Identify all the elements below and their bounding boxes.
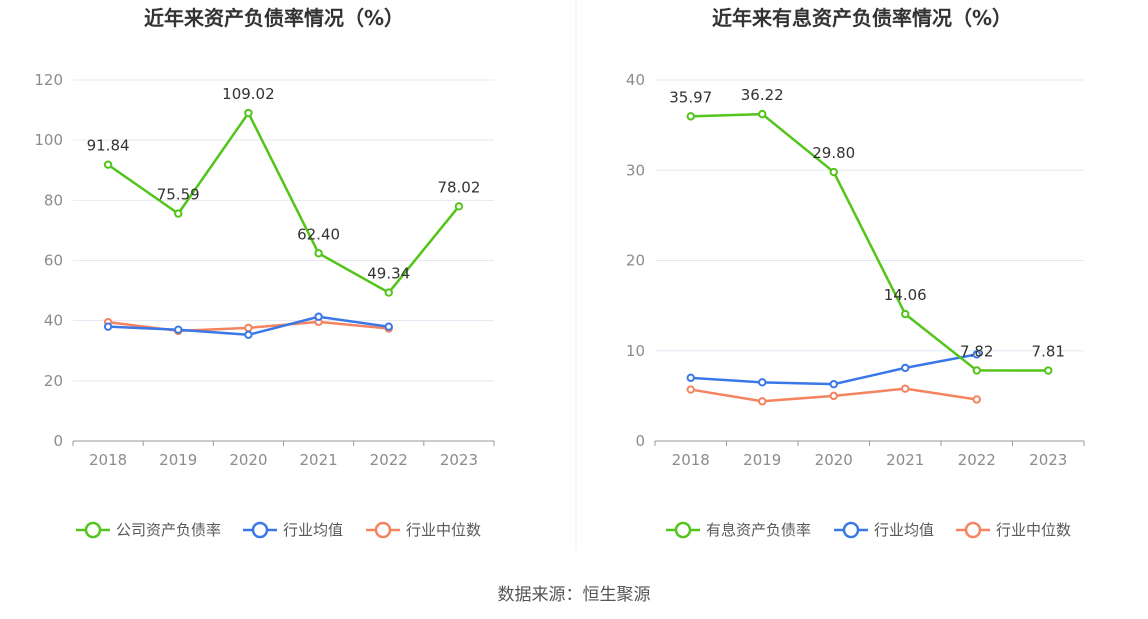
y-tick-label: 40 bbox=[626, 71, 645, 89]
legend-marker bbox=[84, 521, 102, 539]
y-tick-label: 0 bbox=[635, 432, 645, 450]
data-point bbox=[829, 391, 838, 401]
y-tick-label: 20 bbox=[44, 372, 63, 390]
chart-title: 近年来资产负债率情况（%） bbox=[144, 6, 404, 30]
x-tick-label: 2022 bbox=[370, 451, 408, 469]
series-line bbox=[690, 112, 1049, 372]
data-point bbox=[103, 160, 113, 169]
data-point bbox=[244, 108, 253, 118]
legend-label: 行业均值 bbox=[283, 521, 343, 539]
y-tick-label: 20 bbox=[626, 252, 645, 270]
chart-title: 近年来有息资产负债率情况（%） bbox=[712, 6, 1012, 30]
data-point bbox=[901, 309, 910, 319]
x-tick-label: 2019 bbox=[159, 451, 197, 469]
data-label: 49.34 bbox=[367, 265, 410, 283]
x-tick-label: 2023 bbox=[440, 451, 478, 469]
data-point bbox=[314, 249, 323, 258]
data-point bbox=[1044, 366, 1053, 375]
data-label: 36.22 bbox=[741, 86, 784, 104]
data-point bbox=[972, 366, 981, 375]
legend-marker bbox=[842, 521, 860, 539]
data-point bbox=[686, 385, 695, 394]
data-point bbox=[972, 350, 981, 359]
legend-item: 行业均值 bbox=[243, 521, 343, 539]
data-label: 75.59 bbox=[157, 186, 200, 204]
y-tick-label: 10 bbox=[626, 342, 645, 360]
data-point bbox=[901, 363, 910, 373]
data-point bbox=[384, 322, 393, 331]
legend-item: 行业均值 bbox=[834, 521, 934, 539]
y-tick-label: 60 bbox=[44, 252, 63, 270]
data-label: 62.40 bbox=[297, 225, 340, 243]
chart-2: 近年来有息资产负债率情况（%） 0 10 20 30 40 2018 2019 2020 2021… bbox=[626, 6, 1085, 539]
data-point bbox=[174, 209, 183, 218]
legend-marker bbox=[374, 521, 392, 539]
data-label: 91.84 bbox=[87, 137, 130, 155]
legend-label: 行业均值 bbox=[874, 521, 934, 539]
data-label: 14.06 bbox=[884, 286, 927, 304]
y-tick-label: 80 bbox=[44, 191, 63, 209]
legend-item: 行业中位数 bbox=[366, 521, 481, 539]
data-label: 7.82 bbox=[960, 342, 993, 360]
data-point bbox=[103, 322, 113, 331]
data-point bbox=[244, 323, 253, 333]
x-tick-label: 2020 bbox=[815, 451, 853, 469]
data-point bbox=[384, 288, 393, 297]
y-tick-label: 40 bbox=[44, 312, 63, 330]
legend-label: 有息资产负债率 bbox=[706, 521, 811, 539]
x-tick-label: 2021 bbox=[886, 451, 924, 469]
legend-item: 公司资产负债率 bbox=[76, 521, 221, 539]
x-tick-label: 2020 bbox=[229, 451, 267, 469]
x-tick-label: 2018 bbox=[89, 451, 127, 469]
data-source-note: 数据来源：恒生聚源 bbox=[497, 585, 651, 605]
legend-label: 公司资产负债率 bbox=[116, 521, 221, 539]
legend-label: 行业中位数 bbox=[406, 521, 481, 539]
x-tick-label: 2023 bbox=[1029, 451, 1067, 469]
data-label: 7.81 bbox=[1032, 343, 1065, 361]
x-tick-label: 2018 bbox=[672, 451, 710, 469]
series-line bbox=[107, 111, 460, 294]
data-label: 29.80 bbox=[812, 144, 855, 162]
legend-item: 行业中位数 bbox=[956, 521, 1071, 539]
data-label: 78.02 bbox=[437, 178, 480, 196]
y-tick-label: 120 bbox=[34, 71, 63, 89]
data-point bbox=[686, 112, 695, 121]
y-tick-label: 100 bbox=[34, 131, 63, 149]
data-point bbox=[829, 167, 838, 177]
data-point bbox=[758, 378, 767, 387]
data-point bbox=[972, 395, 981, 404]
x-tick-label: 2021 bbox=[299, 451, 337, 469]
data-label: 109.02 bbox=[222, 85, 275, 103]
legend-marker bbox=[964, 521, 982, 539]
data-point bbox=[454, 202, 464, 211]
data-point bbox=[758, 397, 767, 406]
series-line bbox=[690, 353, 977, 386]
data-point bbox=[244, 330, 253, 340]
data-point bbox=[758, 109, 767, 119]
legend-marker bbox=[674, 521, 692, 539]
data-label: 35.97 bbox=[669, 88, 712, 106]
x-tick-label: 2019 bbox=[743, 451, 781, 469]
x-tick-label: 2022 bbox=[958, 451, 996, 469]
data-point bbox=[314, 312, 323, 321]
legend-item: 有息资产负债率 bbox=[666, 521, 811, 539]
data-point bbox=[686, 373, 695, 383]
legend-label: 行业中位数 bbox=[996, 521, 1071, 539]
data-point bbox=[901, 384, 910, 393]
chart-1: 近年来资产负债率情况（%） 0 20 40 60 80 100 120 2018 2019 2020… bbox=[34, 6, 495, 539]
data-point bbox=[174, 325, 183, 334]
y-tick-label: 30 bbox=[626, 161, 645, 179]
data-point bbox=[829, 379, 838, 389]
legend-marker bbox=[251, 521, 269, 539]
y-tick-label: 0 bbox=[53, 432, 63, 450]
